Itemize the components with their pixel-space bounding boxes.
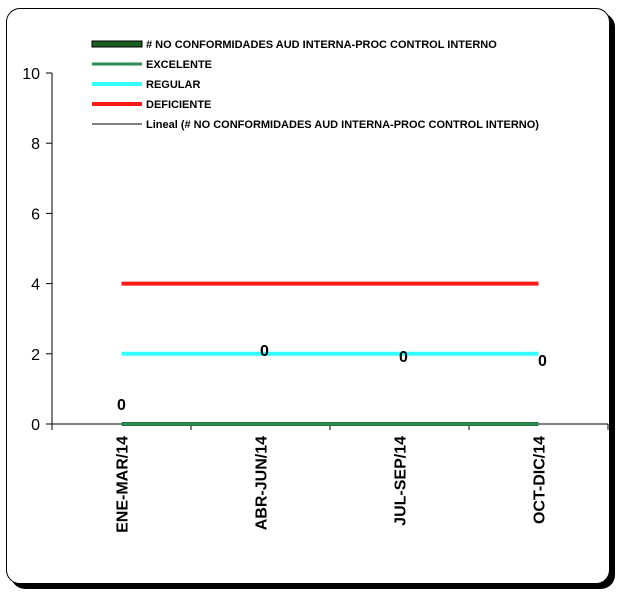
x-category-label: ABR-JUN/14 [254, 436, 271, 530]
legend-entry-2: REGULAR [146, 79, 200, 91]
x-category-label: JUL-SEP/14 [393, 436, 410, 526]
data-label: 0 [538, 353, 547, 370]
legend-swatch-0 [91, 40, 143, 48]
legend: # NO CONFORMIDADES AUD INTERNA-PROC CONT… [91, 39, 539, 131]
y-tick-label: 2 [31, 347, 40, 364]
legend-entry-1: EXCELENTE [146, 59, 212, 71]
plot-area: 0 2 4 6 8 10 ENE-MAR/14 ABR-JUN/14 JUL-SEP/14 OCT… [22, 66, 609, 533]
x-category-label: ENE-MAR/14 [115, 436, 132, 533]
y-tick-label: 4 [31, 277, 40, 294]
y-tick-label: 6 [31, 206, 40, 223]
x-category-label: OCT-DIC/14 [532, 436, 549, 524]
legend-entry-4: Lineal (# NO CONFORMIDADES AUD INTERNA-P… [146, 119, 539, 131]
legend-entry-3: DEFICIENTE [146, 99, 211, 111]
data-label: 0 [260, 343, 269, 360]
legend-entry-0: # NO CONFORMIDADES AUD INTERNA-PROC CONT… [146, 39, 497, 51]
y-tick-label: 10 [22, 66, 40, 83]
data-label: 0 [117, 397, 126, 414]
data-label: 0 [399, 349, 408, 366]
y-tick-label: 8 [31, 136, 40, 153]
y-tick-label: 0 [31, 417, 40, 434]
